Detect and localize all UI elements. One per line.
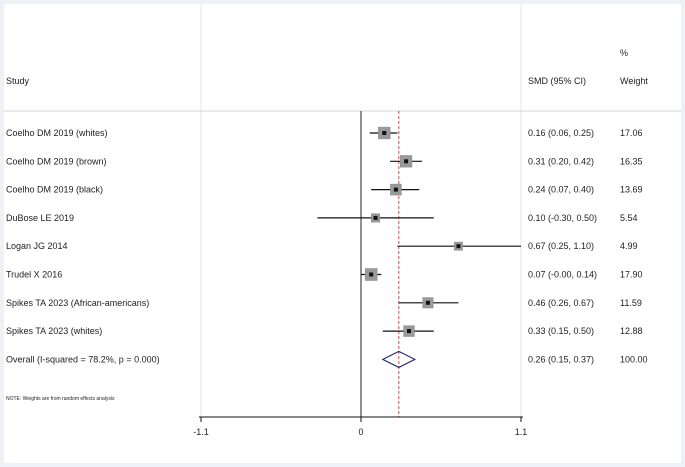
study-row: Logan JG 2014 0.67 (0.25, 1.10) 4.99: [6, 241, 638, 251]
study-label: Logan JG 2014: [6, 241, 68, 251]
smd-ci-value: 0.10 (-0.30, 0.50): [528, 213, 597, 223]
study-row: Trudel X 2016 0.07 (-0.00, 0.14) 17.90: [6, 268, 643, 281]
overall-smd-ci-value: 0.26 (0.15, 0.37): [528, 354, 594, 364]
weight-value: 12.88: [620, 326, 643, 336]
point-estimate: [456, 244, 461, 249]
point-estimate: [373, 215, 378, 220]
study-row: Spikes TA 2023 (African-americans) 0.46 (…: [6, 297, 642, 309]
study-label: Coelho DM 2019 (whites): [6, 128, 108, 138]
smd-ci-value: 0.07 (-0.00, 0.14): [528, 270, 597, 280]
header-smd: SMD (95% CI): [528, 76, 586, 86]
forest-plot-area: Study SMD (95% CI) % Weight Coelho DM 20…: [4, 4, 681, 463]
forest-plot-svg: Study SMD (95% CI) % Weight Coelho DM 20…: [4, 4, 681, 437]
smd-ci-value: 0.33 (0.15, 0.50): [528, 326, 594, 336]
overall-row: Overall (I-squared = 78.2%, p = 0.000) 0.…: [6, 350, 648, 369]
study-label: Spikes TA 2023 (whites): [6, 326, 102, 336]
smd-ci-value: 0.67 (0.25, 1.10): [528, 241, 594, 251]
overall-weight-value: 100.00: [620, 354, 648, 364]
point-estimate: [382, 131, 387, 135]
point-estimate: [393, 187, 398, 192]
weight-value: 4.99: [620, 241, 638, 251]
study-label: Spikes TA 2023 (African-americans): [6, 298, 149, 308]
header-study: Study: [6, 76, 30, 86]
study-label: Trudel X 2016: [6, 270, 62, 280]
weight-value: 17.90: [620, 270, 643, 280]
weight-value: 17.06: [620, 128, 643, 138]
weight-value: 11.59: [620, 298, 642, 308]
study-row: DuBose LE 2019 0.10 (-0.30, 0.50) 5.54: [6, 213, 638, 223]
study-label: Coelho DM 2019 (black): [6, 185, 103, 195]
study-row: Spikes TA 2023 (whites) 0.33 (0.15, 0.50)…: [6, 325, 643, 337]
x-tick-label: 0: [358, 427, 363, 437]
x-tick-label: -1.1: [193, 427, 209, 437]
x-tick-label: 1.1: [515, 427, 528, 437]
smd-ci-value: 0.16 (0.06, 0.25): [528, 128, 594, 138]
study-row: Coelho DM 2019 (brown) 0.31 (0.20, 0.42) 1…: [6, 155, 643, 168]
point-estimate: [369, 272, 374, 277]
smd-ci-value: 0.24 (0.07, 0.40): [528, 185, 594, 195]
overall-diamond: [381, 350, 417, 369]
header-weight: Weight: [620, 76, 648, 86]
study-row: Coelho DM 2019 (black) 0.24 (0.07, 0.40) 1…: [6, 183, 643, 196]
weight-value: 13.69: [620, 185, 643, 195]
weight-value: 5.54: [620, 213, 638, 223]
smd-ci-value: 0.31 (0.20, 0.42): [528, 156, 594, 166]
study-row: Coelho DM 2019 (whites) 0.16 (0.06, 0.25)…: [6, 126, 643, 140]
study-label: DuBose LE 2019: [6, 213, 74, 223]
smd-ci-value: 0.46 (0.26, 0.67): [528, 298, 594, 308]
weight-value: 16.35: [620, 156, 643, 166]
point-estimate: [425, 300, 430, 305]
point-estimate: [404, 159, 409, 164]
point-estimate: [407, 329, 411, 334]
weights-note: NOTE: Weights are from random effects an…: [6, 396, 115, 402]
study-label: Coelho DM 2019 (brown): [6, 156, 107, 166]
overall-label: Overall (I-squared = 78.2%, p = 0.000): [6, 354, 160, 364]
header-weight-percent: %: [620, 48, 628, 58]
